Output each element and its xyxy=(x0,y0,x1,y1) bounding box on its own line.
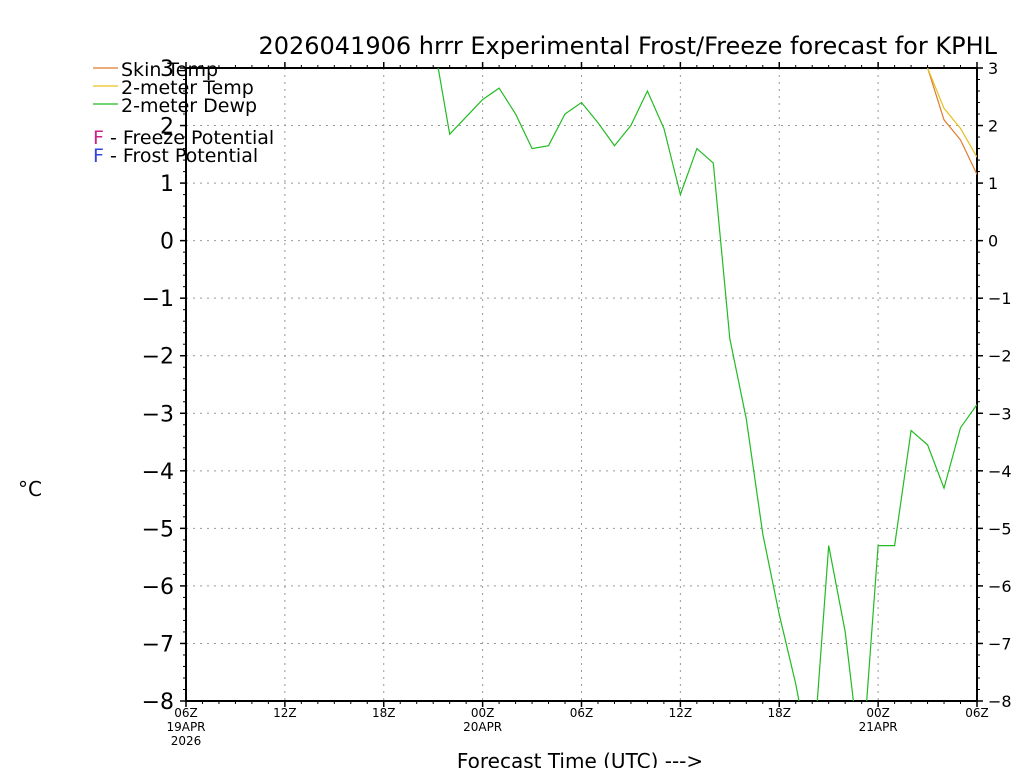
x-tick-label: 00Z xyxy=(471,706,495,720)
legend-2m-temp: 2-meter Temp xyxy=(121,77,254,99)
x-tick-label: 18Z xyxy=(768,706,792,720)
y-tick-label-right: 3 xyxy=(988,59,998,78)
y-tick-label-left: −2 xyxy=(142,345,174,370)
x-tick-label: 12Z xyxy=(669,706,693,720)
y-tick-label-right: −2 xyxy=(988,347,1012,366)
chart-title: 2026041906 hrrr Experimental Frost/Freez… xyxy=(258,32,997,60)
y-tick-label-right: −5 xyxy=(988,519,1012,538)
x-tick-label: 12Z xyxy=(273,706,297,720)
x-tick-label: 06Z xyxy=(570,706,594,720)
x-tick-date: 19APR xyxy=(166,720,205,734)
grid-lines xyxy=(186,68,977,701)
y-tick-label-right: 2 xyxy=(988,117,998,136)
x-tick-label: 18Z xyxy=(372,706,396,720)
series-group xyxy=(437,68,977,701)
y-tick-label-left: 2 xyxy=(160,115,174,140)
x-tick-date: 21APR xyxy=(859,720,898,734)
y-tick-label-right: −3 xyxy=(988,404,1012,423)
x-tick-label: 06Z xyxy=(174,706,198,720)
series-line-dewp xyxy=(437,68,977,701)
y-tick-label-left: −1 xyxy=(142,287,174,312)
y-tick-label-left: −8 xyxy=(142,690,174,715)
legend-freeze-potential: - Freeze Potential xyxy=(104,127,274,149)
legend-2m-dewp: 2-meter Dewp xyxy=(121,95,257,117)
legend-frost-letter: F xyxy=(93,145,104,167)
legend: Skin Temp 2-meter Temp 2-meter Dewp F - … xyxy=(93,59,274,167)
x-tick-date: 20APR xyxy=(463,720,502,734)
series-line-t2m xyxy=(927,68,977,158)
y-tick-label-left: −5 xyxy=(142,517,174,542)
y-tick-label-right: −4 xyxy=(988,462,1012,481)
y-axis-label: °C xyxy=(18,477,42,501)
y-tick-label-right: −6 xyxy=(988,577,1012,596)
y-tick-label-left: −7 xyxy=(142,632,174,657)
y-tick-label-right: −1 xyxy=(988,289,1012,308)
series-line-skin_temp xyxy=(927,68,977,175)
plot-frame xyxy=(185,67,978,702)
y-tick-label-left: 3 xyxy=(160,57,174,82)
y-tick-label-left: −6 xyxy=(142,575,174,600)
y-tick-label-right: 1 xyxy=(988,174,998,193)
y-tick-label-left: −3 xyxy=(142,402,174,427)
y-tick-label-left: −4 xyxy=(142,460,174,485)
y-tick-label-right: 0 xyxy=(988,232,998,251)
y-tick-label-left: 0 xyxy=(160,230,174,255)
x-tick-label: 00Z xyxy=(866,706,890,720)
x-axis-label: Forecast Time (UTC) ---> xyxy=(457,749,703,768)
x-tick-year: 2026 xyxy=(171,734,202,748)
y-tick-label-right: −7 xyxy=(988,634,1012,653)
y-axis-ticks: 3 3 2 2 1 1 0 0 −1 −1 −2 −2 −3 −3 −4 −4 −5 −5 −6 −6 −7 −7 −8 −8 xyxy=(142,57,1012,715)
y-tick-label-left: 1 xyxy=(160,172,174,197)
legend-freeze-letter: F xyxy=(93,127,104,149)
legend-skin-temp: Skin Temp xyxy=(121,59,218,81)
legend-frost-potential: - Frost Potential xyxy=(104,145,258,167)
x-tick-label: 06Z xyxy=(965,706,989,720)
y-tick-label-right: −8 xyxy=(988,692,1012,711)
